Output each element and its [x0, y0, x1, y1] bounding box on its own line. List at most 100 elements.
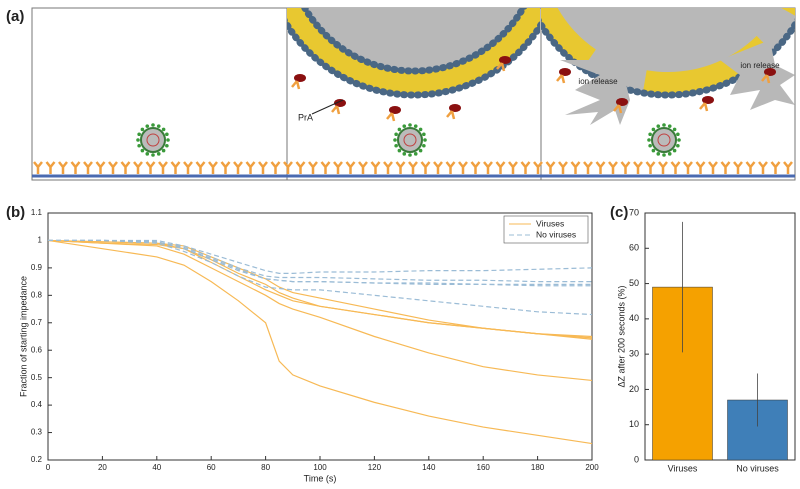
antibody: [220, 161, 231, 174]
spike: [166, 138, 170, 142]
antibody: [608, 161, 618, 174]
spike: [156, 152, 161, 156]
spike: [672, 127, 677, 132]
protein: [499, 56, 511, 64]
antibody: [613, 104, 623, 114]
panel-label: (a): [6, 8, 24, 25]
core: [657, 133, 671, 147]
data-line: [47, 239, 593, 338]
y-tick-label: 50: [629, 278, 639, 288]
legend-label: No viruses: [536, 229, 576, 239]
antibody: [245, 161, 256, 174]
protein: [702, 96, 714, 104]
antibody: [495, 161, 506, 174]
antibody: [758, 161, 768, 174]
spike: [136, 138, 140, 142]
spike: [137, 143, 141, 148]
antibody: [695, 161, 706, 174]
antibody: [70, 161, 81, 174]
annotation: ion release: [740, 61, 780, 70]
spike: [408, 123, 412, 127]
spike: [161, 127, 166, 132]
antibody: [699, 102, 709, 112]
antibody: [170, 161, 181, 174]
data-line: [47, 239, 593, 445]
x-tick-label: 200: [585, 463, 599, 472]
y-tick-label: 0: [634, 454, 639, 464]
antibody: [195, 161, 206, 174]
y-tick-label: 0.3: [31, 428, 43, 437]
spike: [402, 124, 407, 128]
antibody: [420, 161, 431, 174]
spike: [140, 127, 145, 132]
panel-c: (c) 0 10 20 30 40 50 60 70 ΔZ after 200 seconds (…: [610, 204, 796, 473]
antibody: [483, 161, 493, 174]
spike: [408, 153, 412, 157]
antibody: [33, 161, 43, 174]
spike: [676, 132, 680, 137]
x-tick-label: 60: [207, 463, 216, 472]
antibody: [508, 161, 518, 174]
spike: [662, 153, 666, 157]
spike: [413, 152, 418, 156]
plot-frame: [644, 212, 796, 461]
antibody: [458, 161, 468, 174]
antibody: [520, 161, 531, 174]
protein: [389, 106, 401, 114]
antibody: [258, 161, 268, 174]
y-axis-label: ΔZ after 200 seconds (%): [616, 285, 626, 387]
spike: [667, 152, 672, 156]
y-tick-label: 0.2: [31, 455, 43, 464]
antibody: [58, 161, 68, 174]
antibody: [208, 161, 218, 174]
spike: [656, 152, 661, 156]
x-tick-label: 180: [531, 463, 545, 472]
antibody: [570, 161, 581, 174]
y-tick-label: 60: [629, 243, 639, 253]
y-tick-label: 1.1: [31, 208, 43, 217]
data-line: [47, 239, 593, 339]
spike: [656, 124, 661, 128]
spike: [651, 127, 656, 132]
data-line: [48, 239, 593, 274]
x-tick-label: No viruses: [736, 463, 779, 473]
spike: [151, 153, 155, 157]
data-line: [48, 239, 592, 283]
antibody: [645, 161, 656, 174]
antibody: [783, 161, 793, 174]
spike: [672, 148, 677, 153]
antibody: [331, 105, 341, 115]
spike: [647, 138, 651, 142]
spike: [418, 127, 423, 132]
antibody: [408, 161, 418, 174]
y-tick-label: 0.8: [31, 290, 43, 299]
antibody: [670, 161, 681, 174]
antibody: [183, 161, 193, 174]
spike: [648, 143, 652, 148]
antibody: [358, 161, 368, 174]
y-tick-label: 0.5: [31, 373, 43, 382]
antibody: [761, 74, 771, 84]
x-tick-label: 160: [477, 463, 491, 472]
spike: [418, 148, 423, 153]
y-axis-label: Fraction of starting impedance: [18, 276, 28, 397]
antibody: [545, 161, 556, 174]
spike: [648, 132, 652, 137]
antibody: [308, 161, 318, 174]
spike: [422, 143, 426, 148]
antibody: [120, 161, 131, 174]
spike: [165, 132, 169, 137]
antibody: [320, 161, 331, 174]
antibody: [446, 110, 456, 120]
cell-open: [541, 8, 795, 125]
antibody: [108, 161, 118, 174]
spike: [151, 123, 155, 127]
antibody: [95, 161, 106, 174]
antibody: [395, 161, 406, 174]
spike: [137, 132, 141, 137]
data-line: [48, 239, 592, 285]
antibody: [556, 74, 566, 84]
antibody: [595, 161, 606, 174]
